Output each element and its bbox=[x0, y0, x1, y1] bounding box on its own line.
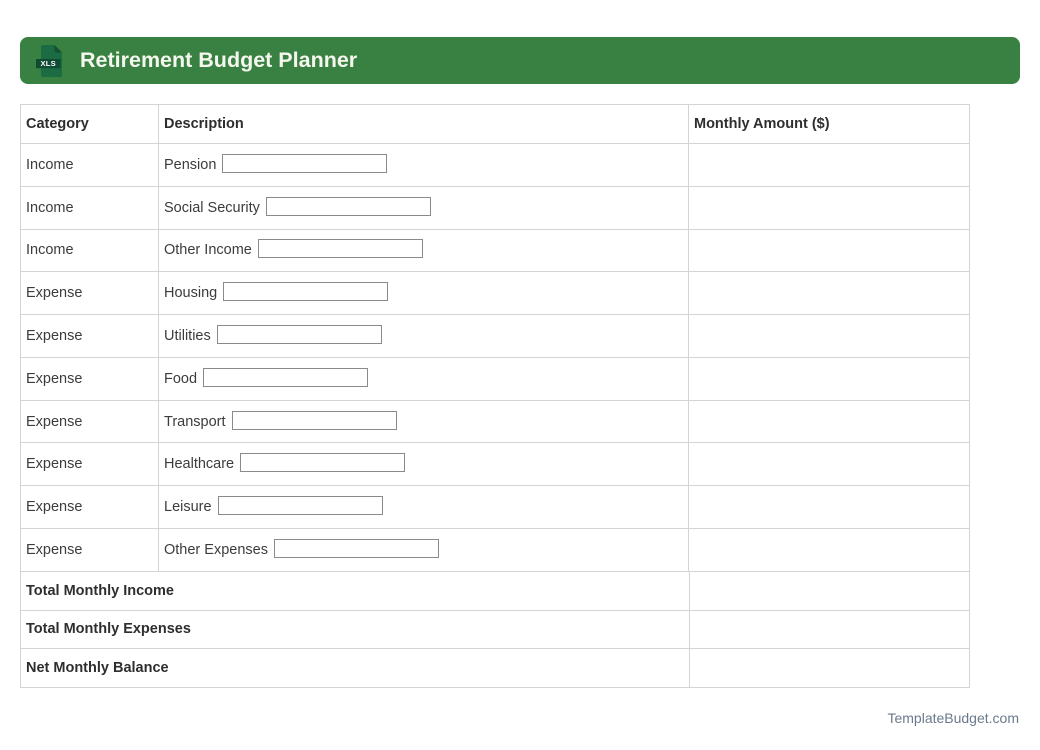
svg-text:XLS: XLS bbox=[41, 58, 56, 67]
